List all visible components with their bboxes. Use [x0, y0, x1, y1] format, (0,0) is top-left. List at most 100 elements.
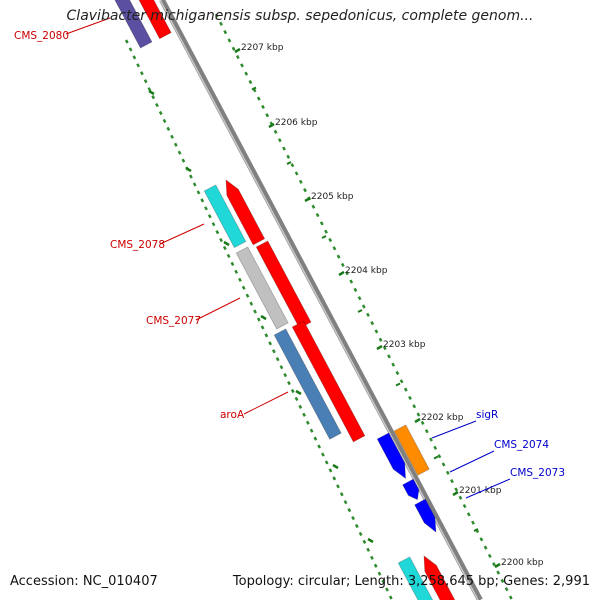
gene-label-leader	[65, 17, 111, 35]
inner-tick-ring-dot	[173, 142, 178, 147]
gene-label: CMS_2077	[146, 315, 201, 327]
gene-label-leader	[449, 450, 495, 473]
tick-mark	[338, 270, 345, 277]
tick-mark	[234, 47, 241, 54]
cds-forward-cms2078-block	[225, 179, 266, 246]
outer-tick-ring-dot	[466, 512, 471, 517]
tick-dot-layer	[124, 13, 513, 600]
inner-tick-ring-dot	[204, 206, 208, 211]
cds-reverse-cms2073-block	[414, 498, 437, 533]
outer-tick-ring-dot	[395, 370, 400, 376]
inner-tick-ring-dot	[234, 269, 239, 274]
outer-tick-ring-dot	[261, 104, 265, 110]
inner-tick-ring-dot	[366, 547, 371, 552]
outer-tick-ring-dot	[290, 163, 295, 168]
inner-tick-ring-dot	[351, 515, 355, 521]
outer-tick-ring-dot	[336, 254, 341, 259]
outer-tick-ring-dot	[319, 221, 324, 226]
minor-tick-mark	[251, 86, 257, 91]
inner-tick-ring-dot	[332, 476, 337, 481]
outer-tick-ring-dot	[445, 470, 450, 475]
gene-label: CMS_2073	[510, 467, 565, 479]
tick-mark	[414, 417, 421, 424]
outer-tick-ring-dot	[462, 503, 467, 509]
outer-tick-ring-dot	[387, 354, 391, 359]
outer-tick-ring-dot	[353, 287, 358, 292]
inner-tick-ring-dot	[347, 508, 352, 513]
inner-tick-ring-dot	[302, 412, 306, 417]
inner-tick-ring-dot	[222, 245, 227, 251]
inner-tick-ring-dot	[279, 365, 284, 370]
outer-tick-ring-dot	[496, 570, 501, 575]
outer-tick-ring-dot	[324, 229, 328, 234]
inner-tick-ring-dot	[313, 436, 318, 441]
inner-tick-ring-dot	[143, 79, 148, 84]
outer-tick-ring-dot	[479, 537, 484, 542]
cog-cyan-block	[203, 184, 247, 249]
inner-tick-ring-dot	[287, 380, 291, 386]
inner-tick-ring-dot	[370, 555, 374, 560]
backbone-layer	[159, 0, 483, 600]
outer-tick-ring-dot	[399, 379, 404, 384]
outer-tick-ring-dot	[441, 462, 446, 467]
inner-tick-mark	[223, 240, 230, 247]
inner-tick-ring-dot	[155, 102, 159, 108]
outer-tick-ring-dot	[357, 296, 362, 301]
inner-tick-ring-dot	[264, 333, 269, 338]
outer-tick-ring-dot	[311, 204, 316, 209]
outer-tick-ring-dot	[374, 329, 379, 334]
inner-tick-ring-dot	[238, 277, 242, 282]
outer-tick-ring-dot	[231, 46, 236, 51]
outer-tick-ring-dot	[315, 212, 320, 218]
inner-tick-ring-dot	[219, 237, 223, 243]
minor-tick-mark	[395, 382, 401, 387]
tick-label: 2206 kbp	[275, 118, 318, 128]
tick-mark	[268, 122, 275, 129]
outer-tick-ring-dot	[244, 71, 249, 76]
tick-label: 2204 kbp	[345, 266, 388, 276]
inner-tick-ring-dot	[189, 174, 193, 179]
map-title: Clavibacter michiganensis subsp. sepedon…	[66, 8, 534, 24]
inner-tick-ring-dot	[358, 531, 363, 537]
outer-tick-ring-dot	[223, 30, 228, 35]
gene-label: CMS_2080	[14, 30, 69, 42]
tick-mark	[304, 196, 311, 203]
gene-label-leader	[243, 391, 289, 415]
inner-tick-ring-dot	[343, 500, 348, 505]
feature-layer	[114, 0, 456, 600]
inner-tick-ring-dot	[132, 55, 137, 60]
outer-tick-ring-dot	[235, 54, 240, 60]
gene-label-leader	[431, 420, 477, 439]
backbone-line	[159, 0, 483, 600]
gene-label-leader	[195, 297, 241, 321]
inner-tick-ring-dot	[294, 396, 299, 402]
inner-tick-ring-dot	[253, 309, 257, 314]
outer-tick-ring-dot	[454, 487, 459, 492]
outer-tick-ring-dot	[361, 304, 366, 309]
inner-tick-ring-dot	[249, 301, 254, 306]
inner-tick-ring-dot	[136, 63, 141, 68]
accession-text: Accession: NC_010407	[10, 574, 158, 589]
gene-label-leader	[465, 478, 511, 499]
inner-tick-ring-dot	[158, 110, 163, 116]
inner-tick-ring-dot	[226, 253, 231, 259]
outer-tick-ring-dot	[298, 179, 303, 184]
inner-tick-ring-dot	[151, 95, 156, 100]
outer-tick-ring-dot	[349, 279, 354, 284]
tick-mark	[376, 344, 383, 351]
outer-tick-ring-dot	[214, 13, 219, 18]
inner-tick-ring-dot	[388, 595, 393, 600]
inner-tick-ring-dot	[124, 39, 129, 44]
outer-tick-ring-dot	[433, 445, 438, 450]
inner-tick-ring-dot	[166, 126, 171, 131]
inner-tick-ring-dot	[271, 349, 276, 354]
cds-forward-cms2077-block	[255, 240, 312, 329]
inner-tick-ring-dot	[200, 198, 205, 203]
outer-tick-ring-dot	[366, 312, 370, 317]
tick-label: 2205 kbp	[311, 192, 354, 202]
inner-tick-ring-dot	[275, 357, 280, 362]
outer-tick-ring-dot	[370, 321, 375, 326]
inner-tick-mark	[367, 537, 374, 544]
tick-label: 2203 kbp	[383, 340, 426, 350]
